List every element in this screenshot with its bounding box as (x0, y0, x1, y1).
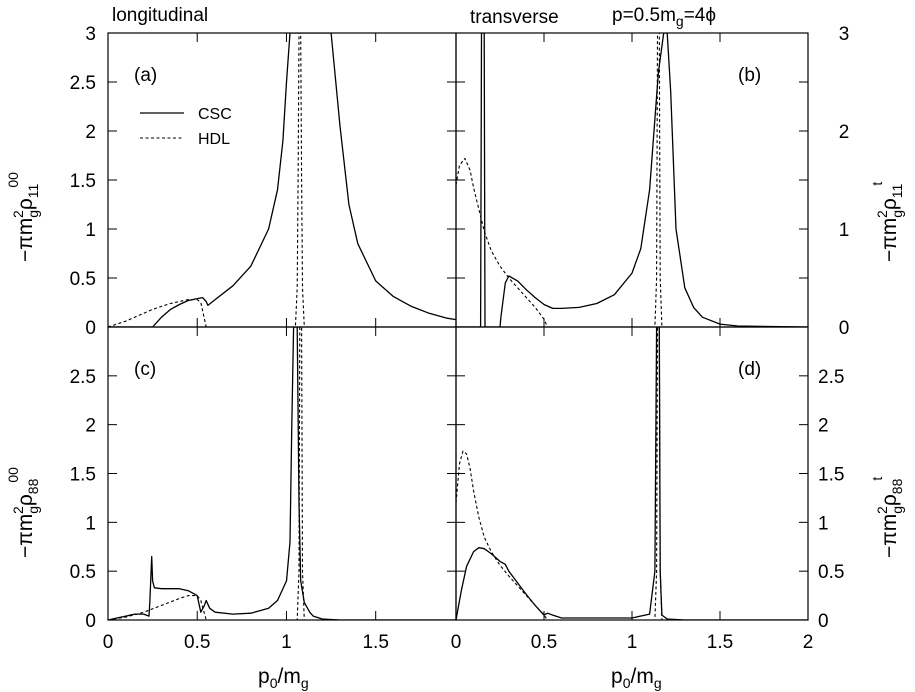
x-tick-label: 1.5 (707, 632, 733, 653)
y-tick-label: 1 (85, 220, 96, 241)
legend-csc-label: CSC (198, 106, 232, 123)
y-axis-label-d: −πmg2ρ88t (869, 477, 905, 558)
y-tick-label: 1 (818, 513, 829, 534)
legend: CSC HDL (140, 106, 232, 148)
y-axis-label-b: −πmg2ρ11t (869, 182, 905, 262)
y-tick-label: 2 (85, 416, 96, 437)
x-axis-label-left: p0/mg (258, 665, 309, 691)
y-tick-label: 1.5 (70, 171, 96, 192)
series-hdl-line (108, 33, 456, 327)
panel-label-d: (d) (738, 359, 761, 380)
parameter-label: p=0.5mg=4ϕ (612, 5, 716, 29)
panel-c-curves (108, 327, 456, 620)
y-axis-label-a: −πmg2ρ1100 (5, 172, 41, 262)
x-tick-label: 1.5 (362, 632, 388, 653)
curves (108, 33, 808, 620)
panel-label-c: (c) (134, 359, 156, 380)
series-hdl-line (456, 33, 808, 327)
y-tick-label: 0.5 (70, 269, 96, 290)
y-tick-label: 0 (85, 318, 96, 339)
panel-c-frame (107, 326, 457, 621)
y-tick-label: 2.5 (70, 73, 96, 94)
series-csc-line (456, 33, 808, 327)
panel-label-a: (a) (134, 65, 157, 86)
x-tick-label: 0 (451, 632, 462, 653)
y-tick-label: 0 (839, 318, 850, 339)
x-tick-label: 0 (103, 632, 114, 653)
y-tick-label: 1.5 (818, 465, 844, 486)
x-tick-label: 2 (803, 632, 814, 653)
x-tick-label: 0.5 (184, 632, 210, 653)
y-tick-label: 0 (818, 611, 829, 632)
panel-a-frame (107, 32, 457, 328)
y-tick-label: 1 (839, 220, 850, 241)
right-title: transverse (470, 7, 559, 28)
panel-b-curves (456, 33, 808, 327)
y-tick-label: 2 (839, 122, 850, 143)
tick-labels: 0 0.5 1 1.5 0 0.5 1 1.5 200.511.522.53012300.511… (70, 24, 850, 653)
y-tick-label: 0.5 (70, 562, 96, 583)
y-tick-label: 0 (85, 611, 96, 632)
series-csc-line (108, 33, 456, 327)
y-tick-label: 2.5 (70, 367, 96, 388)
panel-d-curves (456, 327, 808, 620)
y-tick-label: 2.5 (818, 367, 844, 388)
x-tick-label: 0.5 (531, 632, 557, 653)
panel-a-curves (108, 33, 456, 327)
panel-label-b: (b) (738, 65, 761, 86)
legend-hdl-label: HDL (198, 131, 230, 148)
x-axis-label-right: p0/mg (611, 665, 662, 691)
y-axis-label-c: −πmg2ρ8800 (5, 467, 41, 558)
y-tick-label: 1 (85, 513, 96, 534)
left-title: longitudinal (112, 5, 208, 26)
y-tick-label: 3 (839, 24, 850, 45)
y-tick-label: 1.5 (70, 465, 96, 486)
x-tick-label: 1 (627, 632, 638, 653)
y-tick-label: 3 (85, 24, 96, 45)
x-tick-label: 1 (281, 632, 292, 653)
y-tick-label: 0.5 (818, 562, 844, 583)
y-tick-label: 2 (85, 122, 96, 143)
y-tick-label: 2 (818, 416, 829, 437)
series-csc-line (108, 327, 456, 620)
